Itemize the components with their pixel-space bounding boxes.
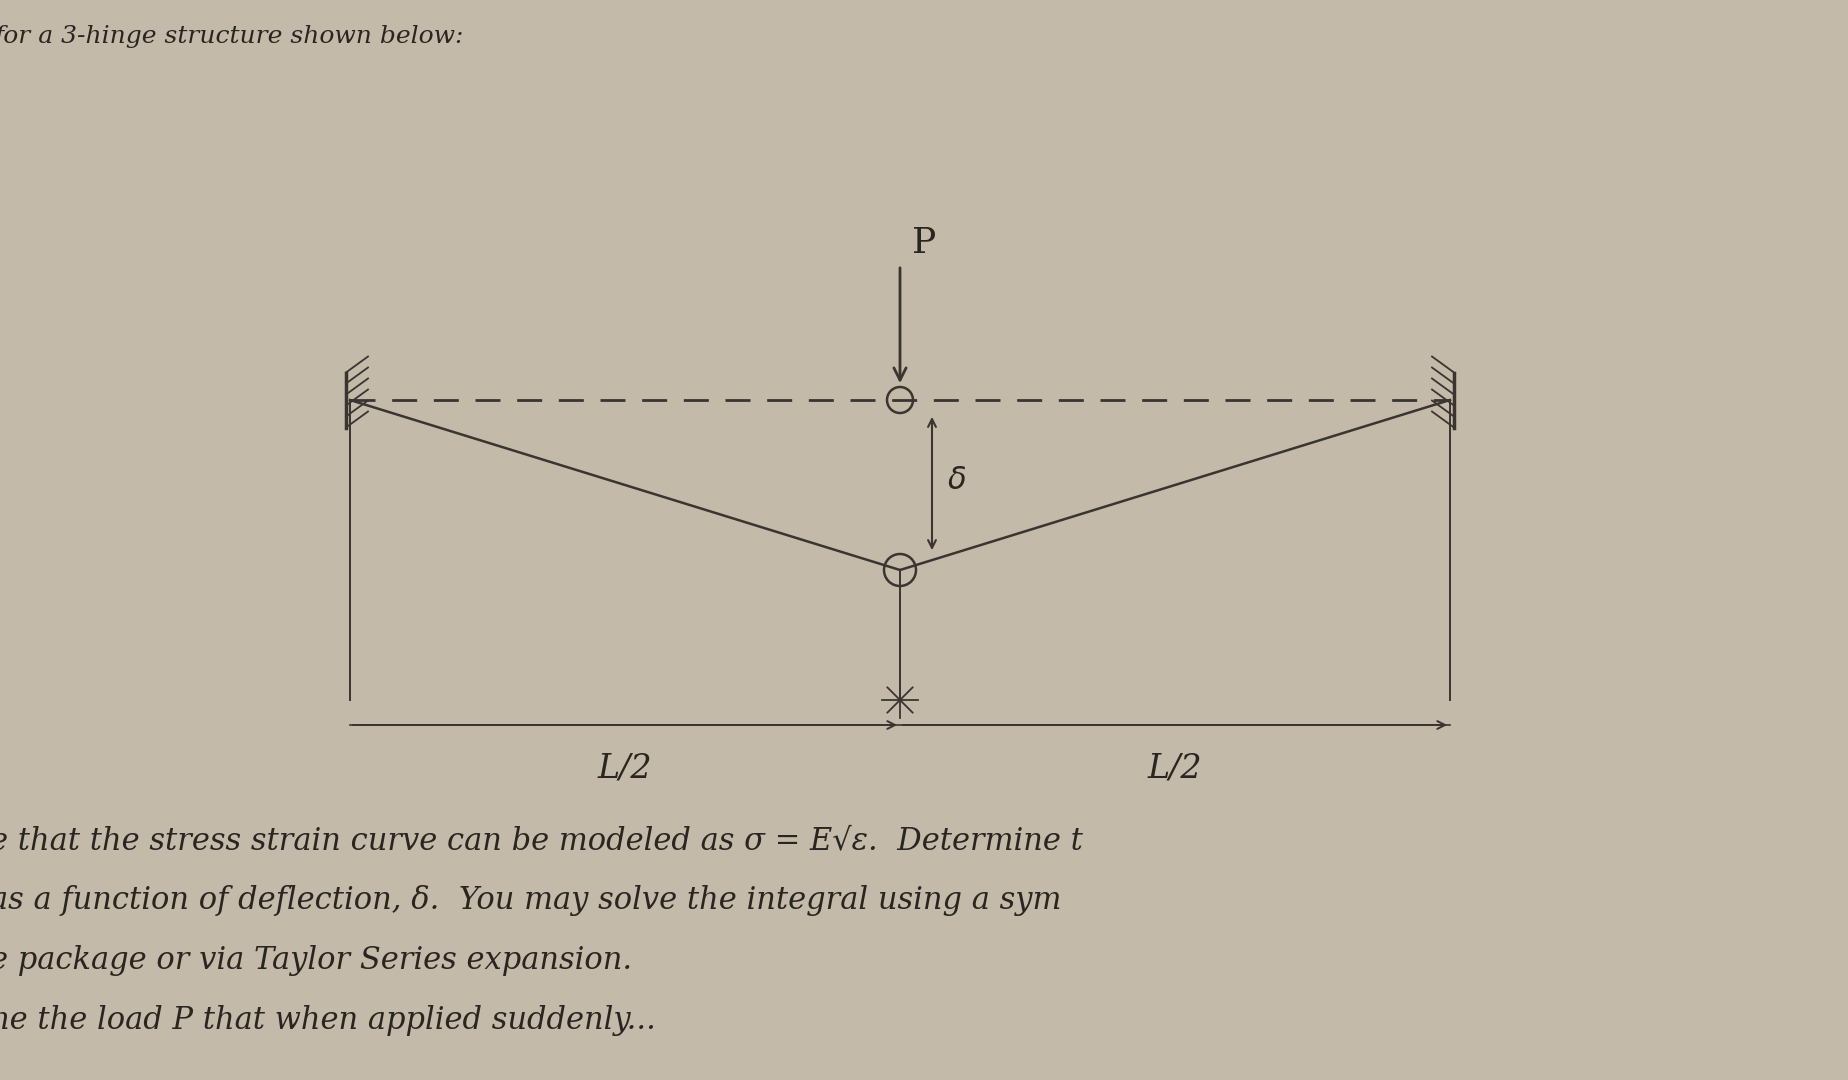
Text: ne the load P that when applied suddenly...: ne the load P that when applied suddenly… bbox=[0, 1005, 656, 1036]
Text: e package or via Taylor Series expansion.: e package or via Taylor Series expansion… bbox=[0, 945, 632, 976]
Text: L/2: L/2 bbox=[1148, 753, 1203, 785]
Text: P: P bbox=[913, 226, 937, 260]
Text: $\delta$: $\delta$ bbox=[946, 464, 967, 496]
Text: for a 3-hinge structure shown below:: for a 3-hinge structure shown below: bbox=[0, 25, 464, 48]
Text: L/2: L/2 bbox=[597, 753, 652, 785]
Text: e that the stress strain curve can be modeled as σ = E√ε.  Determine t: e that the stress strain curve can be mo… bbox=[0, 825, 1083, 856]
Text: as a function of deflection, δ.  You may solve the integral using a sym: as a function of deflection, δ. You may … bbox=[0, 885, 1061, 916]
